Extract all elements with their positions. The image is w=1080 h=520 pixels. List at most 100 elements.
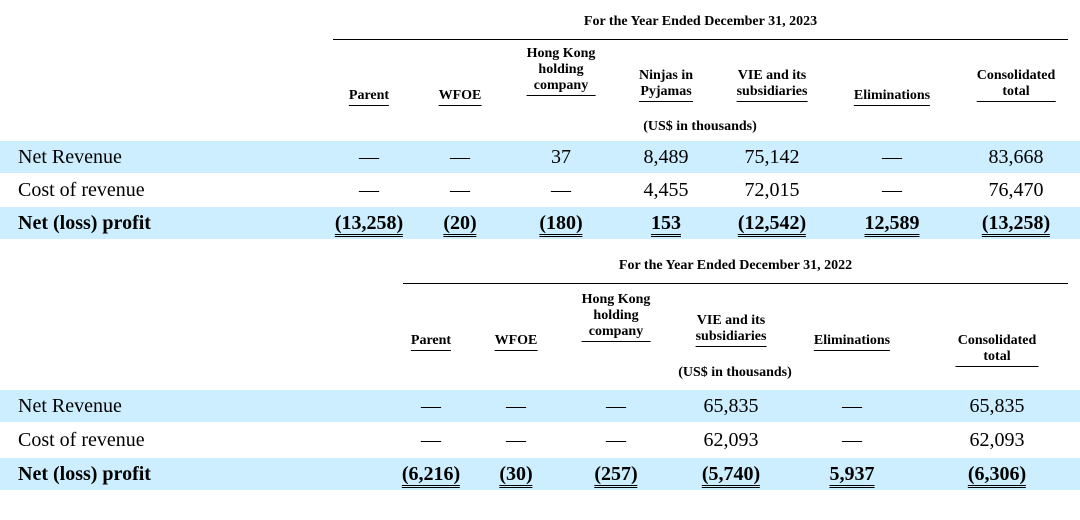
table-cell: — — [450, 174, 470, 206]
table-cell: — — [450, 141, 470, 173]
cell-value: 65,835 — [969, 395, 1025, 417]
cell-value: — — [606, 395, 626, 417]
cell-value: 37 — [551, 146, 571, 168]
column-header: Ninjas in Pyjamas — [638, 68, 694, 102]
table-cell: 62,093 — [704, 424, 759, 456]
cell-value: 72,015 — [744, 179, 800, 201]
table-cell: 72,015 — [745, 174, 800, 206]
cell-value: — — [421, 395, 441, 417]
cell-value: (13,258) — [981, 212, 1051, 237]
row-label: Cost of revenue — [18, 179, 145, 201]
table-cell: 153 — [651, 207, 681, 239]
column-header-label: WFOE — [438, 88, 482, 106]
table-row: Net Revenue — — — 65,835 — 65,835 — [0, 390, 1080, 422]
cell-value: (180) — [539, 212, 583, 237]
units-label: (US$ in thousands) — [678, 365, 792, 380]
column-header-label: Ninjas in Pyjamas — [638, 68, 694, 102]
cell-value: 62,093 — [969, 429, 1025, 451]
cell-value: (257) — [594, 463, 638, 488]
period-heading: For the Year Ended December 31, 2023 — [583, 14, 818, 29]
column-header-label: VIE and its subsidiaries — [695, 313, 767, 347]
table-cell: 62,093 — [970, 424, 1025, 456]
column-header-label: Hong Kong holding company — [526, 46, 596, 96]
column-header: Consolidated total — [976, 68, 1056, 102]
table-cell: — — [506, 424, 526, 456]
cell-value: 62,093 — [703, 429, 759, 451]
column-header-label: Parent — [410, 333, 452, 351]
table-cell: (13,258) — [981, 207, 1051, 239]
column-header-label: Consolidated total — [976, 68, 1056, 102]
table-row: Net Revenue — — 37 8,489 75,142 — 83,668 — [0, 141, 1080, 173]
table-cell: — — [882, 141, 902, 173]
table-cell: — — [842, 390, 862, 422]
column-header: Hong Kong holding company — [581, 292, 651, 342]
column-header-label: VIE and its subsidiaries — [736, 68, 808, 102]
column-header: Hong Kong holding company — [526, 46, 596, 96]
cell-value: — — [450, 146, 470, 168]
cell-value: — — [506, 429, 526, 451]
table-cell: — — [606, 424, 626, 456]
column-header-label: Eliminations — [853, 88, 931, 106]
cell-value: — — [882, 179, 902, 201]
column-header: Eliminations — [853, 88, 931, 106]
cell-value: 65,835 — [703, 395, 759, 417]
table-cell: (20) — [443, 207, 477, 239]
table-cell: — — [842, 424, 862, 456]
table-cell: (257) — [594, 458, 638, 490]
table-cell: — — [359, 141, 379, 173]
table-row: Cost of revenue — — — 4,455 72,015 — 76,470 — [0, 174, 1080, 206]
column-header: Eliminations — [813, 333, 891, 351]
table-cell: 83,668 — [989, 141, 1044, 173]
period-heading: For the Year Ended December 31, 2022 — [618, 258, 853, 273]
table-cell: 4,455 — [644, 174, 689, 206]
cell-value: (6,306) — [967, 463, 1027, 488]
table-cell: — — [882, 174, 902, 206]
table-cell: 8,489 — [644, 141, 689, 173]
table-cell: — — [551, 174, 571, 206]
cell-value: — — [421, 429, 441, 451]
table-cell: 65,835 — [970, 390, 1025, 422]
table-row: Cost of revenue — — — 62,093 — 62,093 — [0, 424, 1080, 456]
cell-value: — — [882, 146, 902, 168]
cell-value: — — [450, 179, 470, 201]
table-cell: — — [421, 424, 441, 456]
table-cell: 37 — [551, 141, 571, 173]
cell-value: (30) — [499, 463, 533, 488]
cell-value: 83,668 — [988, 146, 1044, 168]
cell-value: (5,740) — [701, 463, 761, 488]
cell-value: 76,470 — [988, 179, 1044, 201]
period-rule — [333, 39, 1068, 40]
cell-value: 4,455 — [643, 179, 689, 201]
table-row: Net (loss) profit (6,216) (30) (257) (5,740)… — [0, 458, 1080, 490]
cell-value: 75,142 — [744, 146, 800, 168]
table-cell: (5,740) — [701, 458, 761, 490]
column-header: Consolidated total — [955, 333, 1039, 367]
table-cell: — — [606, 390, 626, 422]
cell-value: — — [506, 395, 526, 417]
table-cell: (180) — [539, 207, 583, 239]
column-header: WFOE — [438, 88, 482, 106]
column-header: Parent — [410, 333, 452, 351]
cell-value: (6,216) — [401, 463, 461, 488]
table-cell: 65,835 — [704, 390, 759, 422]
period-rule — [403, 283, 1068, 284]
cell-value: — — [359, 146, 379, 168]
column-header-label: Eliminations — [813, 333, 891, 351]
column-header-label: WFOE — [494, 333, 538, 351]
cell-value: — — [606, 429, 626, 451]
column-header: VIE and its subsidiaries — [736, 68, 808, 102]
table-cell: 75,142 — [745, 141, 800, 173]
row-label: Net (loss) profit — [18, 463, 151, 485]
row-label: Net (loss) profit — [18, 212, 151, 234]
cell-value: — — [842, 429, 862, 451]
table-cell: (13,258) — [334, 207, 404, 239]
table-cell: — — [421, 390, 441, 422]
cell-value: 153 — [651, 212, 681, 237]
cell-value: 12,589 — [864, 212, 920, 237]
table-cell: 76,470 — [989, 174, 1044, 206]
column-header: VIE and its subsidiaries — [695, 313, 767, 347]
table-cell: (12,542) — [737, 207, 807, 239]
table-cell: (6,306) — [967, 458, 1027, 490]
column-header-label: Parent — [348, 88, 390, 106]
cell-value: (12,542) — [737, 212, 807, 237]
